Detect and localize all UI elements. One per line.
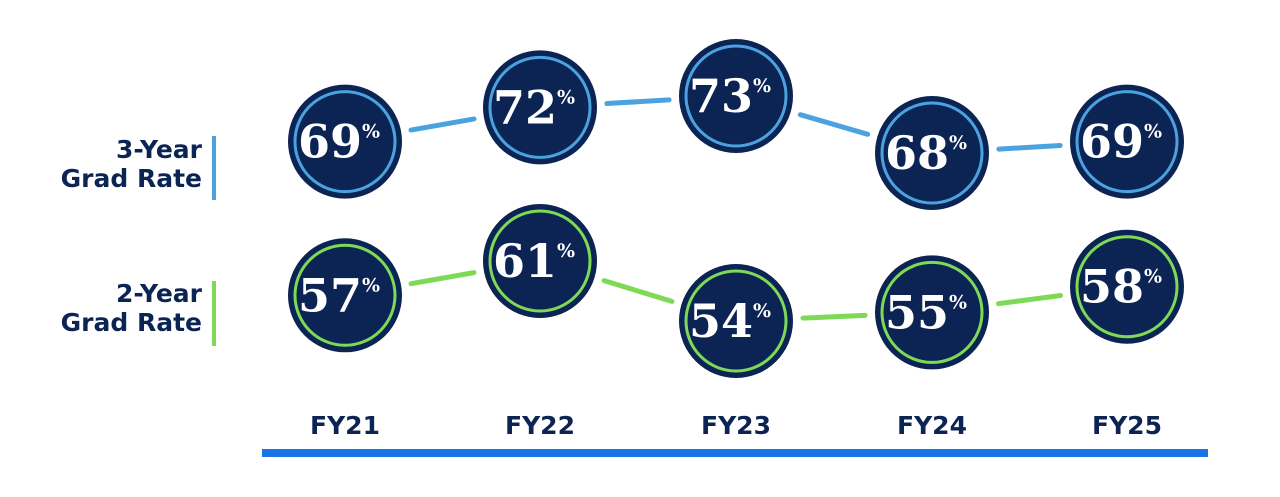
connector-lines xyxy=(408,97,1064,321)
series-line-segment xyxy=(604,97,672,107)
data-point: 73% xyxy=(679,39,793,153)
data-point: 54% xyxy=(679,264,793,378)
data-point: 68% xyxy=(875,96,989,210)
x-tick-label: FY23 xyxy=(701,411,771,440)
data-label: 61% xyxy=(493,234,575,288)
data-point-ring xyxy=(684,269,788,373)
series-label-line: Grad Rate xyxy=(61,308,202,337)
data-point-circle xyxy=(483,204,597,318)
data-point-ring xyxy=(293,90,397,194)
data-label: 69% xyxy=(1080,115,1162,169)
data-point-ring xyxy=(1075,90,1179,194)
data-point-circle xyxy=(875,96,989,210)
series-line-segment xyxy=(996,143,1063,152)
data-point-circle xyxy=(679,39,793,153)
data-point-circle xyxy=(875,255,989,370)
data-point-ring xyxy=(1075,235,1179,339)
data-point-circle xyxy=(1070,229,1184,344)
data-point-ring xyxy=(880,101,984,205)
series-label-line: 2-Year xyxy=(116,279,203,308)
data-point: 69% xyxy=(288,84,402,199)
data-point: 55% xyxy=(875,255,989,370)
data-label: 69% xyxy=(298,115,380,169)
data-point-circle xyxy=(679,264,793,378)
data-point-ring xyxy=(488,55,592,159)
series-line-segment xyxy=(800,312,868,321)
data-label: 68% xyxy=(885,126,967,180)
series-label-line: 3-Year xyxy=(116,135,203,164)
data-point-circle xyxy=(483,50,597,165)
data-label: 54% xyxy=(689,294,771,348)
series-label-line: Grad Rate xyxy=(61,164,202,193)
data-label: 73% xyxy=(689,69,771,123)
data-label: 58% xyxy=(1080,260,1162,314)
x-tick-label: FY24 xyxy=(897,411,967,440)
x-axis-line xyxy=(262,449,1208,457)
data-point: 72% xyxy=(483,50,597,165)
data-point-ring xyxy=(293,243,397,347)
data-point: 61% xyxy=(483,204,597,318)
data-point-circle xyxy=(288,84,402,199)
data-point-ring xyxy=(880,260,984,364)
series-line-segment xyxy=(797,112,871,137)
series-line-segment xyxy=(601,278,675,304)
x-tick-label: FY25 xyxy=(1092,411,1162,440)
x-tick-label: FY22 xyxy=(505,411,575,440)
data-label: 55% xyxy=(885,285,967,339)
x-tick-label: FY21 xyxy=(310,411,380,440)
data-point-circle xyxy=(1070,84,1184,199)
x-axis: FY21 FY22 FY23 FY24 FY25 xyxy=(262,411,1208,457)
data-point-ring xyxy=(488,209,592,313)
data-label: 72% xyxy=(493,80,575,134)
data-label: 57% xyxy=(298,268,380,322)
data-point: 69% xyxy=(1070,84,1184,199)
series-line-segment xyxy=(995,292,1064,307)
series-line-segment xyxy=(408,116,477,133)
data-point-circle xyxy=(288,238,402,353)
data-nodes: 69% 72% 73% 68% 69% 57% 61% 54% 55% 58% xyxy=(288,39,1184,378)
data-point: 58% xyxy=(1070,229,1184,344)
data-point: 57% xyxy=(288,238,402,353)
series-line-segment xyxy=(408,270,477,287)
data-point-ring xyxy=(684,44,788,148)
